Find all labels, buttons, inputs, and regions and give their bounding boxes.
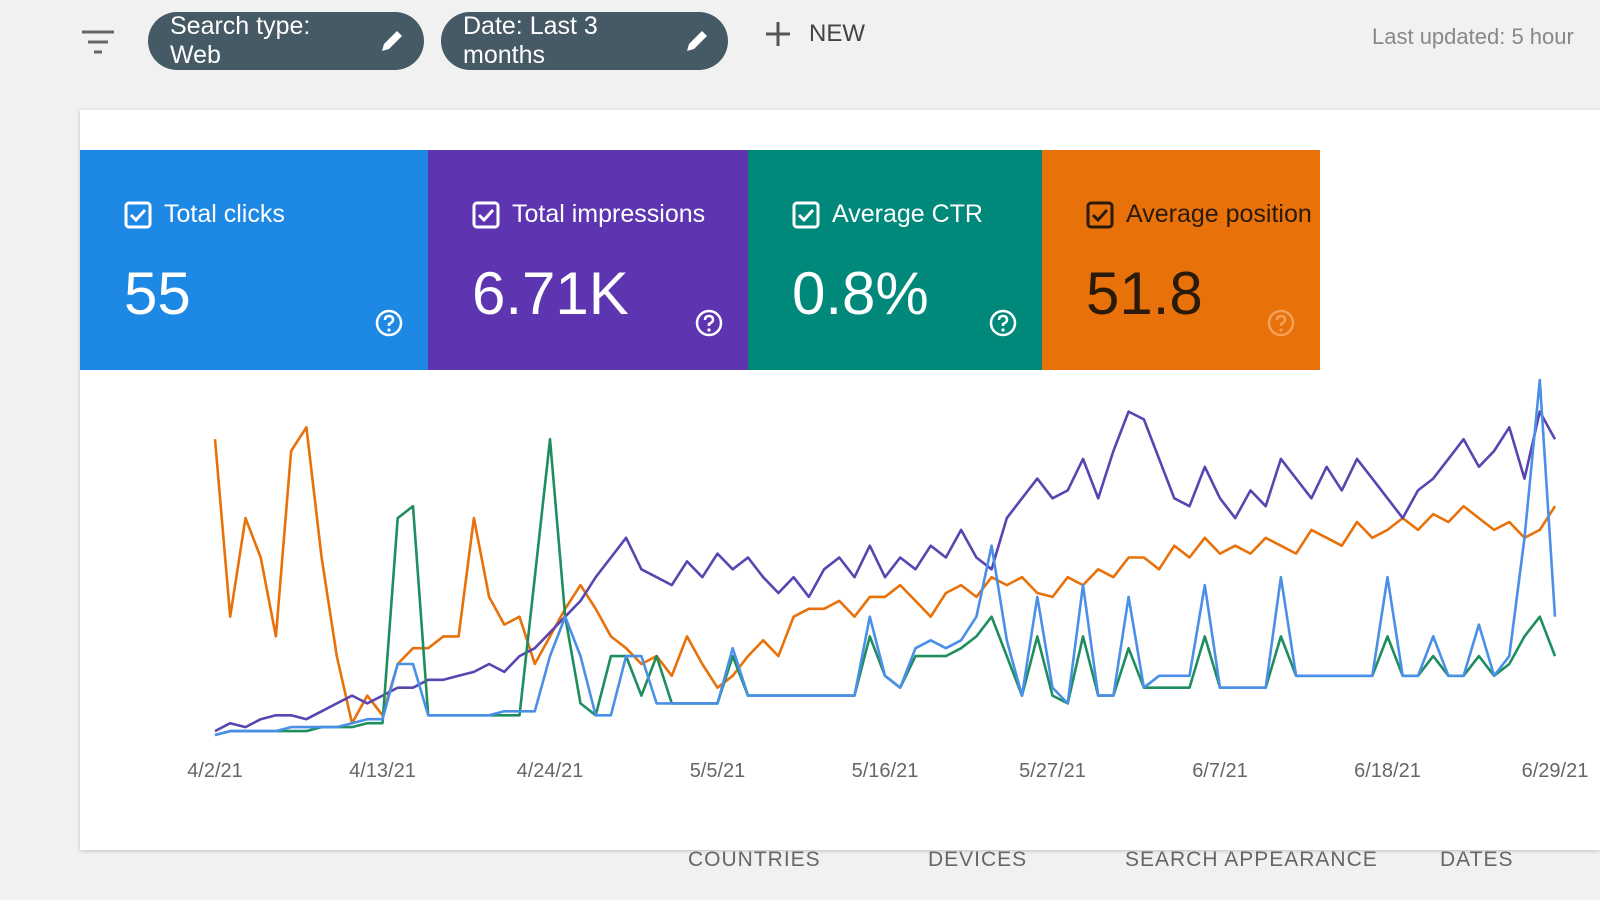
chip-label: Search type: Web bbox=[170, 12, 311, 69]
series-line bbox=[214, 378, 1557, 737]
tab[interactable]: DATES bbox=[1440, 848, 1514, 871]
chip-label: Date: Last 3 months bbox=[463, 12, 598, 69]
filter-chip[interactable]: Search type: Web bbox=[148, 12, 424, 70]
checkbox[interactable] bbox=[1086, 201, 1114, 229]
series-line bbox=[213, 426, 1557, 725]
metric-label: Average position bbox=[1126, 200, 1312, 228]
x-tick-label: 6/18/21 bbox=[1354, 760, 1421, 782]
metric-label: Average CTR bbox=[832, 200, 983, 228]
metric-card[interactable]: Total clicks 55 bbox=[80, 150, 428, 370]
metric-card[interactable]: Average CTR 0.8% bbox=[748, 150, 1042, 370]
tab[interactable]: COUNTRIES bbox=[688, 848, 821, 871]
x-tick-label: 6/29/21 bbox=[1522, 760, 1589, 782]
x-tick-label: 5/5/21 bbox=[690, 760, 746, 782]
tab[interactable]: SEARCH APPEARANCE bbox=[1125, 848, 1378, 871]
plus-icon bbox=[766, 22, 790, 46]
help-icon[interactable] bbox=[694, 308, 724, 338]
help-icon[interactable] bbox=[1266, 308, 1296, 338]
help-icon[interactable] bbox=[988, 308, 1018, 338]
x-tick-label: 5/27/21 bbox=[1019, 760, 1086, 782]
checkbox[interactable] bbox=[472, 201, 500, 229]
metric-label: Total clicks bbox=[164, 200, 285, 228]
metric-value: 55 bbox=[124, 260, 191, 327]
new-label: NEW bbox=[809, 20, 865, 47]
last-updated: Last updated: 5 hour bbox=[1372, 24, 1574, 49]
series-line bbox=[214, 410, 1557, 733]
x-tick-label: 4/24/21 bbox=[517, 760, 584, 782]
metric-card[interactable]: Total impressions 6.71K bbox=[428, 150, 748, 370]
edit-icon bbox=[381, 31, 402, 51]
series-line bbox=[214, 437, 1557, 737]
help-icon[interactable] bbox=[374, 308, 404, 338]
edit-icon bbox=[686, 31, 707, 51]
x-tick-label: 6/7/21 bbox=[1192, 760, 1248, 782]
x-tick-label: 4/13/21 bbox=[349, 760, 416, 782]
checkbox[interactable] bbox=[792, 201, 820, 229]
x-tick-label: 4/2/21 bbox=[187, 760, 243, 782]
checkbox[interactable] bbox=[124, 201, 152, 229]
tab[interactable]: DEVICES bbox=[928, 848, 1028, 871]
metric-value: 0.8% bbox=[792, 260, 929, 327]
metric-label: Total impressions bbox=[512, 200, 706, 228]
metric-card[interactable]: Average position 51.8 bbox=[1042, 150, 1320, 370]
metric-value: 6.71K bbox=[472, 260, 629, 327]
metric-value: 51.8 bbox=[1086, 260, 1203, 327]
new-button[interactable]: NEW bbox=[765, 20, 865, 48]
filter-icon[interactable] bbox=[80, 28, 116, 58]
filter-chip[interactable]: Date: Last 3 months bbox=[441, 12, 728, 70]
x-tick-label: 5/16/21 bbox=[852, 760, 919, 782]
